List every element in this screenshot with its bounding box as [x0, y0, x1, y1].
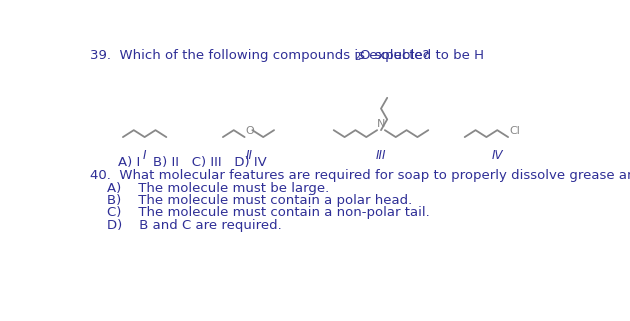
Text: D)    B and C are required.: D) B and C are required.: [106, 219, 282, 232]
Text: O soluble?: O soluble?: [360, 48, 430, 62]
Text: II: II: [246, 149, 253, 162]
Text: III: III: [375, 149, 386, 162]
Text: O: O: [245, 126, 254, 136]
Text: 2: 2: [355, 52, 361, 62]
Text: IV: IV: [491, 149, 503, 162]
Text: I: I: [143, 149, 146, 162]
Text: Cl: Cl: [510, 126, 520, 136]
Text: A)    The molecule must be large.: A) The molecule must be large.: [106, 182, 329, 195]
Text: 40.  What molecular features are required for soap to properly dissolve grease a: 40. What molecular features are required…: [89, 169, 630, 182]
Text: 39.  Which of the following compounds is expected to be H: 39. Which of the following compounds is …: [89, 48, 484, 62]
Text: B)    The molecule must contain a polar head.: B) The molecule must contain a polar hea…: [106, 194, 412, 207]
Text: N: N: [377, 119, 385, 129]
Text: C)    The molecule must contain a non-polar tail.: C) The molecule must contain a non-polar…: [106, 206, 430, 219]
Text: A) I   B) II   C) III   D) IV: A) I B) II C) III D) IV: [118, 156, 266, 169]
